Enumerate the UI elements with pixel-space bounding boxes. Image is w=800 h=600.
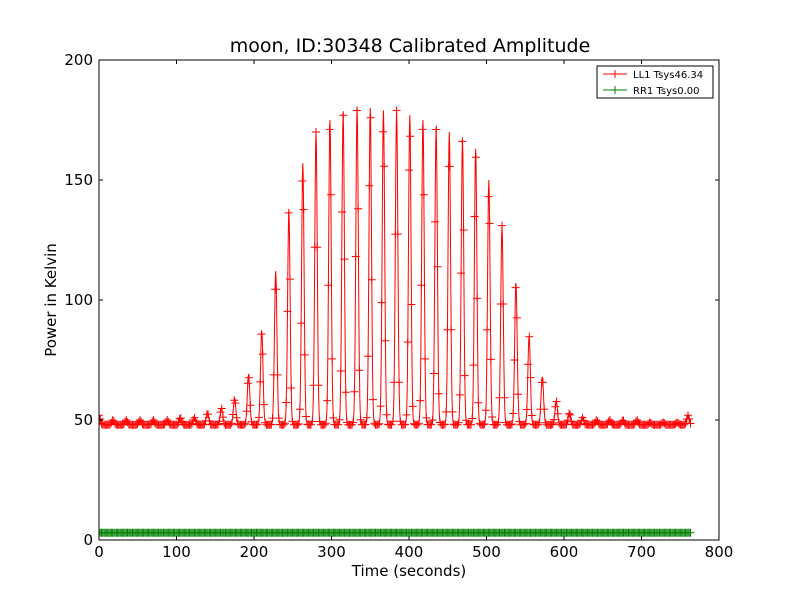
y-tick-label: 50 [74,411,93,429]
x-tick-label: 0 [94,543,104,561]
x-tick-label: 400 [395,543,424,561]
series-layer [99,106,695,537]
legend-marker [611,86,619,94]
y-tick-label: 100 [64,291,93,309]
x-tick-label: 100 [162,543,191,561]
series-ll1 [99,106,695,429]
x-tick-label: 500 [472,543,501,561]
series-ll1-marker-path [99,106,695,429]
y-axis-label: Power in Kelvin [42,243,60,357]
y-tick-label: 200 [64,51,93,69]
ticks-layer: 0 100 200 300 400 500 600 700 800 0 50 100 150 200 [64,51,733,561]
legend-entry: LL1 Tsys46.34 [603,70,703,81]
legend-marker [611,70,619,78]
x-tick-label: 700 [627,543,656,561]
legend-box [596,65,714,99]
legend-label: LL1 Tsys46.34 [633,70,703,81]
chart-title: moon, ID:30348 Calibrated Amplitude [230,35,591,57]
x-tick-label: 200 [240,543,269,561]
series-ll1-markers [99,106,695,429]
x-tick-label: 800 [705,543,734,561]
legend-entry: RR1 Tsys0.00 [603,86,700,97]
series-rr1 [99,528,695,537]
x-tick-label: 600 [550,543,579,561]
legend-label: RR1 Tsys0.00 [633,86,700,97]
legend: LL1 Tsys46.34 RR1 Tsys0.00 [596,65,714,99]
series-rr1-marker-path [99,528,695,537]
y-tick-label: 150 [64,171,93,189]
x-tick-label: 300 [317,543,346,561]
x-axis-label: Time (seconds) [351,562,467,580]
y-tick-label: 0 [83,531,93,549]
